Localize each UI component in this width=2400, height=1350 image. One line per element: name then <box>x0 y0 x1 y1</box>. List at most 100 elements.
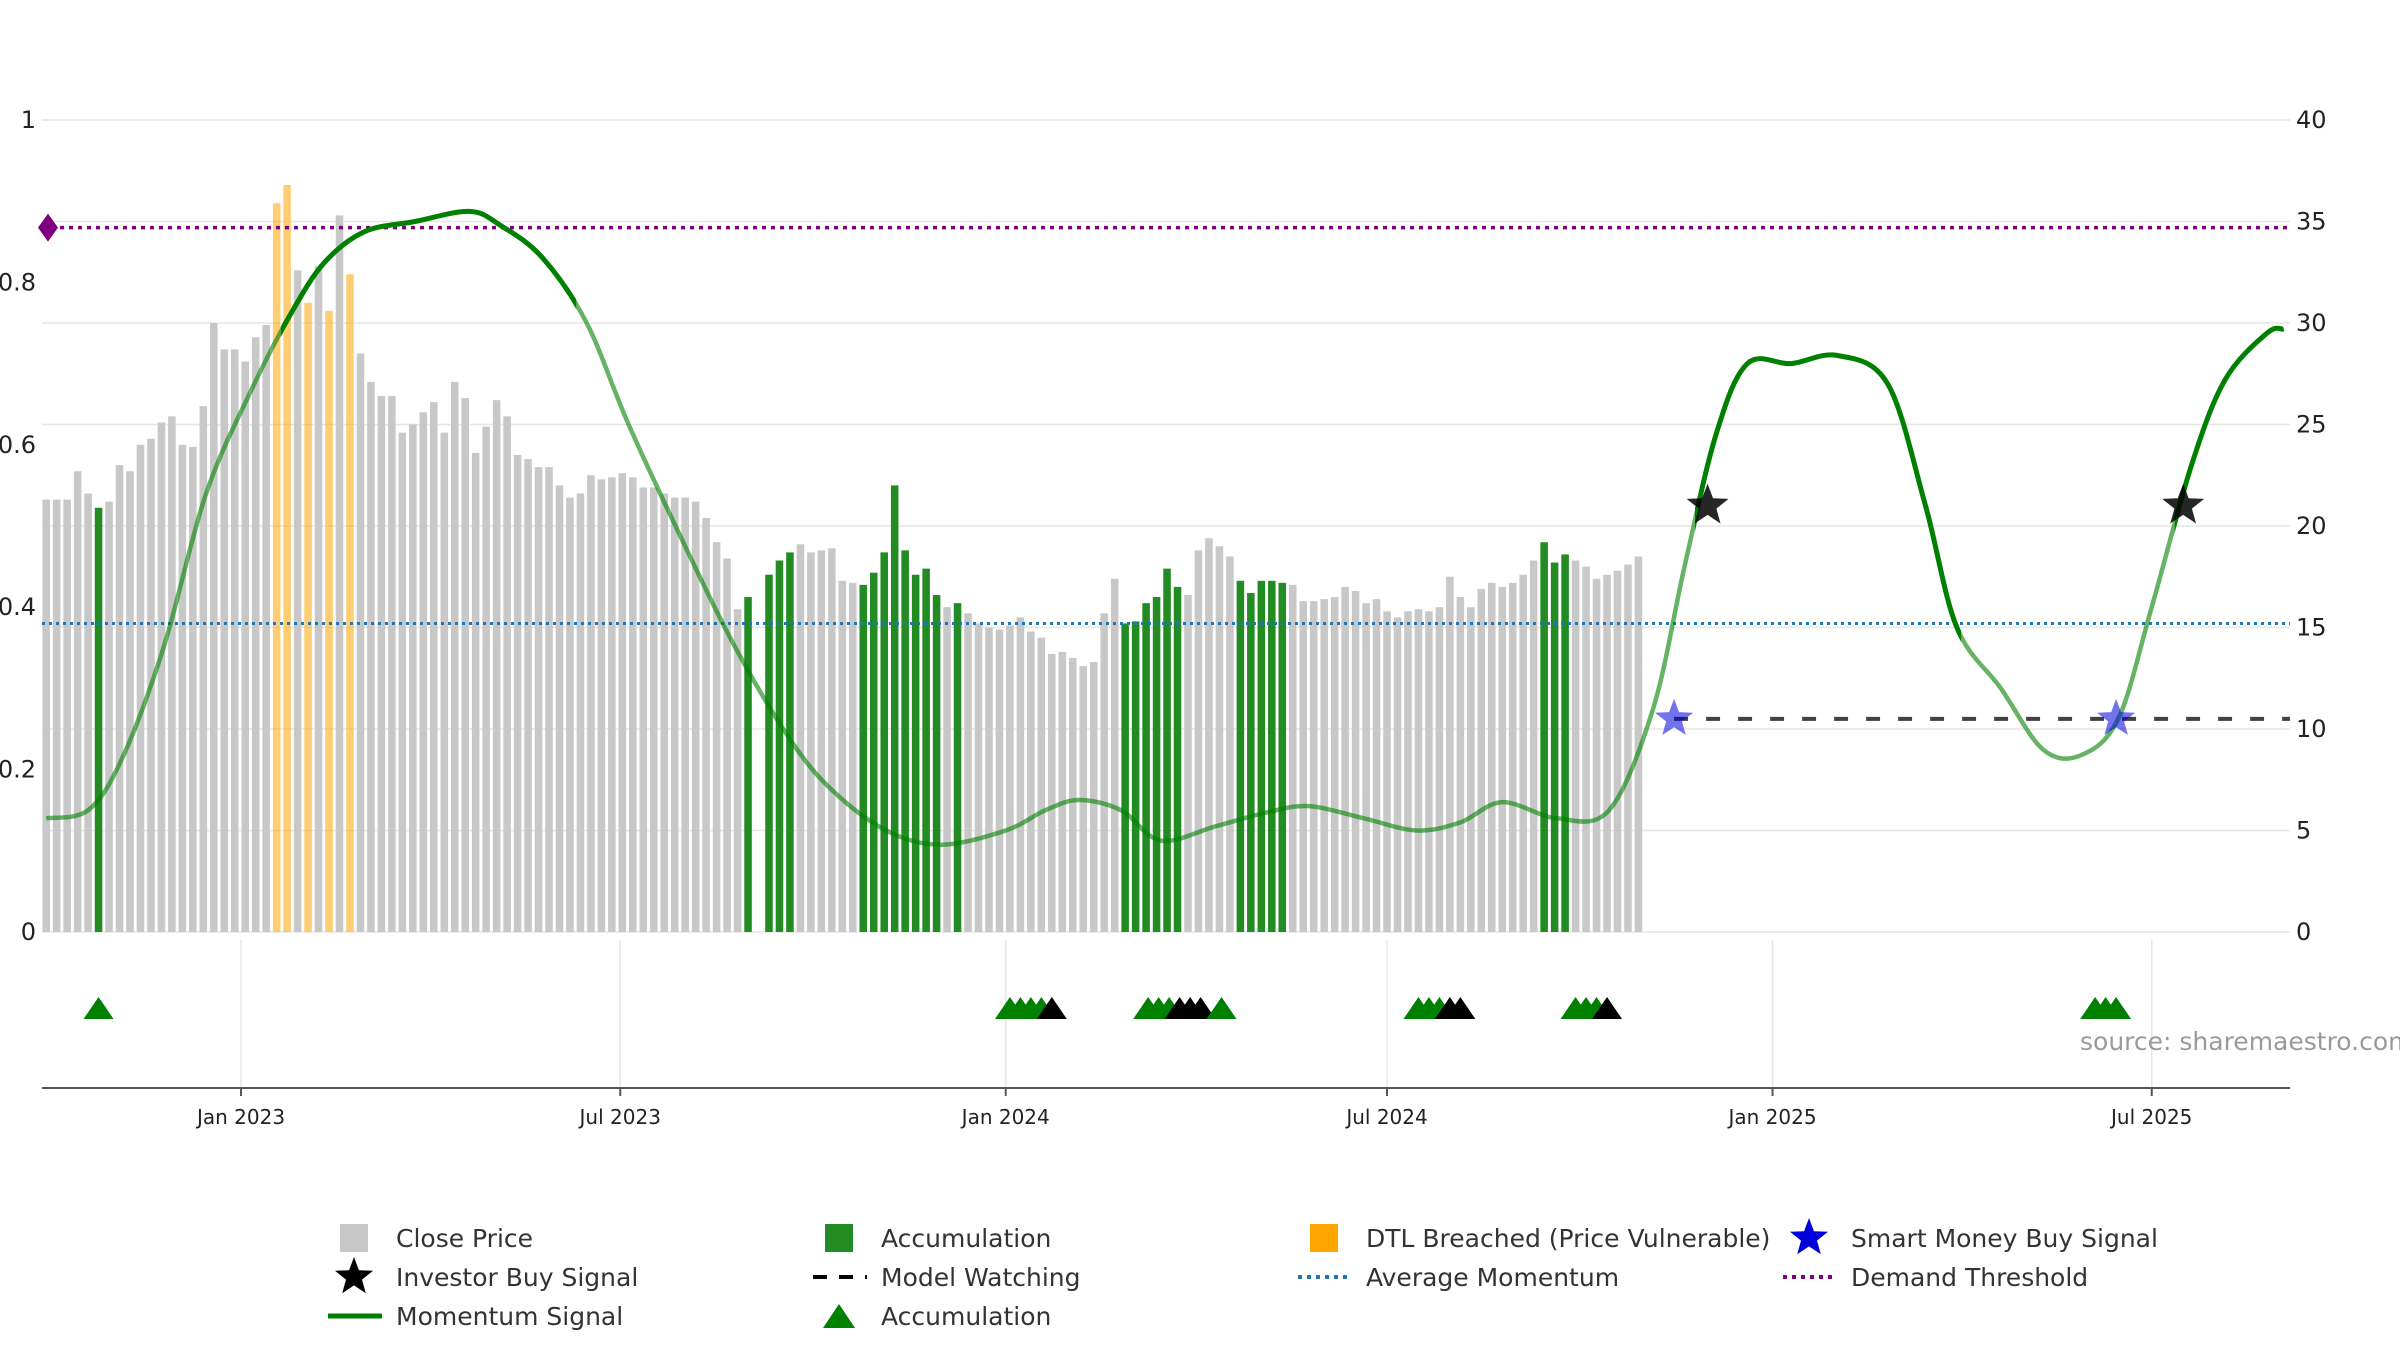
close-price-bar <box>849 582 857 932</box>
close-price-bar <box>838 580 847 932</box>
close-price-bar <box>314 266 323 932</box>
close-price-bar <box>450 381 459 932</box>
close-price-bar <box>817 550 826 932</box>
close-price-bar <box>649 487 658 932</box>
close-price-bar <box>702 517 710 932</box>
accumulation-bar <box>953 603 962 932</box>
x-axis-tick-label: Jul 2023 <box>578 1105 661 1129</box>
close-price-bar <box>608 477 616 932</box>
right-axis-tick-label: 20 <box>2296 512 2327 540</box>
close-price-bar <box>388 396 396 933</box>
legend-label: Accumulation <box>881 1224 1051 1253</box>
right-axis-tick-label: 15 <box>2296 614 2327 642</box>
close-price-bar <box>241 361 249 932</box>
close-price-bar <box>691 501 700 932</box>
close-price-bar <box>964 613 972 932</box>
momentum-signal-strong <box>280 208 577 337</box>
close-price-bar <box>639 487 648 932</box>
accumulation-bar <box>1247 592 1255 932</box>
close-price-bar <box>1320 599 1328 932</box>
close-price-bar <box>723 558 731 932</box>
close-price-bar <box>1351 590 1360 932</box>
smart-money-buy-star <box>2097 698 2136 735</box>
close-price-bar <box>1634 556 1643 932</box>
close-price-bar <box>1383 611 1391 932</box>
accumulation-bar <box>765 574 773 932</box>
close-price-bar <box>1592 578 1601 932</box>
left-axis-tick-label: 0.4 <box>0 593 36 621</box>
right-axis-tick-label: 30 <box>2296 309 2327 337</box>
close-price-bar <box>733 609 742 932</box>
accumulation-bar <box>1257 580 1266 932</box>
close-price-bar <box>1624 564 1632 932</box>
legend-item: Smart Money Buy Signal <box>1790 1218 2158 1255</box>
right-axis-tick-label: 25 <box>2296 411 2327 439</box>
accumulation-bar <box>932 595 941 932</box>
x-axis-tick-label: Jul 2024 <box>1344 1105 1427 1129</box>
close-price-bar <box>367 381 375 932</box>
x-axis-tick-label: Jul 2025 <box>2109 1105 2192 1129</box>
close-price-bar <box>555 485 564 932</box>
legend-label: Close Price <box>396 1224 533 1253</box>
close-price-bar <box>1446 576 1454 932</box>
smart-money-buy-star <box>1655 698 1694 735</box>
investor-buy-star <box>2162 483 2205 524</box>
signal-layer <box>1655 483 2290 735</box>
legend-label: Accumulation <box>881 1302 1051 1331</box>
accumulation-bar <box>1121 623 1129 932</box>
close-price-bar <box>262 325 270 932</box>
close-price-bar <box>618 473 627 932</box>
close-price-bar <box>566 497 574 932</box>
left-axis-tick-label: 1 <box>21 106 36 134</box>
close-price-bar <box>1582 566 1590 932</box>
legend-item: Close Price <box>340 1224 533 1253</box>
close-price-bar <box>471 452 480 932</box>
accumulation-bar <box>1236 580 1245 932</box>
accumulation-bar <box>1561 554 1569 932</box>
close-price-bar <box>1498 586 1507 932</box>
accumulation-bar <box>1131 621 1140 932</box>
close-price-bar <box>409 424 417 932</box>
close-price-bar <box>1184 595 1192 932</box>
accumulation-bar <box>1540 542 1548 932</box>
grid-layer <box>42 119 2290 1088</box>
close-price-bar <box>796 544 805 932</box>
dtl-breached-bar <box>272 203 281 933</box>
close-price-bar <box>1362 603 1370 932</box>
left-axis-tick-label: 0.8 <box>0 268 36 296</box>
right-axis-tick-label: 0 <box>2296 918 2311 946</box>
close-price-bar <box>1488 582 1496 932</box>
close-price-bar <box>168 416 176 932</box>
close-price-bar <box>1089 662 1098 932</box>
legend-item: Accumulation <box>823 1302 1051 1331</box>
close-price-bar <box>1288 584 1297 932</box>
watching-marker <box>1036 997 1067 1019</box>
close-price-bar <box>1603 574 1611 932</box>
close-price-bar <box>503 416 511 932</box>
accumulation-bar <box>94 507 103 932</box>
close-price-bar <box>230 349 239 932</box>
x-axis-tick-label: Jan 2025 <box>1726 1105 1816 1129</box>
accumulation-marker <box>83 997 114 1019</box>
close-price-bar <box>1309 601 1318 932</box>
close-price-bar <box>1006 625 1014 932</box>
bar-layer <box>42 184 1643 933</box>
close-price-bar <box>335 215 344 932</box>
close-price-bar <box>513 454 522 932</box>
accumulation-bar <box>901 550 909 932</box>
close-price-bar <box>807 552 815 932</box>
close-price-bar <box>492 400 501 932</box>
accumulation-bar <box>744 597 752 932</box>
close-price-bar <box>985 627 993 932</box>
legend-item: Investor Buy Signal <box>335 1257 638 1294</box>
close-price-bar <box>84 493 92 932</box>
investor-buy-star <box>1686 483 1729 524</box>
watching-marker <box>1592 997 1623 1019</box>
close-price-bar <box>189 446 197 932</box>
legend-star-icon <box>335 1257 373 1294</box>
close-price-bar <box>42 499 50 932</box>
close-price-bar <box>1215 546 1224 932</box>
close-price-bar <box>419 412 428 932</box>
legend-swatch <box>340 1224 368 1252</box>
watching-marker <box>1185 997 1216 1019</box>
